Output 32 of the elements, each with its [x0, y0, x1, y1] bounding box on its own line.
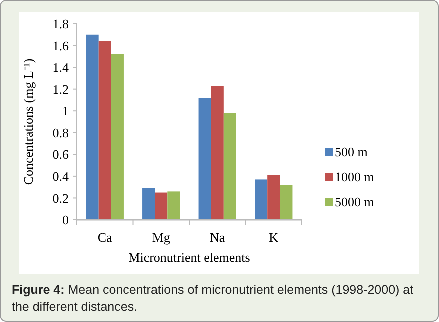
bar: [142, 188, 156, 220]
legend-label: 5000 m: [335, 194, 374, 210]
caption: Figure 4: Mean concentrations of micronutrient elements (1998-2000) at the different distances.: [12, 282, 415, 316]
y-tick-label: 1.8: [52, 16, 69, 32]
bar: [211, 86, 224, 220]
legend-label: 1000 m: [335, 170, 374, 185]
x-axis-title: Micronutrient elements: [128, 250, 250, 265]
bar: [268, 175, 280, 220]
y-tick-label: 0.6: [52, 147, 70, 162]
x-tick-label: Ca: [98, 230, 113, 245]
y-tick-label: 1.2: [52, 82, 69, 97]
x-tick-label: Mg: [152, 230, 171, 245]
x-tick-label: Na: [210, 230, 226, 245]
bar: [98, 41, 112, 220]
bar: [111, 54, 124, 220]
bar: [280, 185, 293, 220]
y-tick-label: 0.4: [52, 168, 70, 184]
y-tick-label: 0: [62, 212, 69, 228]
y-tick-label: 1.4: [52, 60, 70, 76]
y-tick-label: 1.6: [52, 38, 70, 54]
bar: [255, 180, 268, 220]
bar: [155, 192, 168, 220]
y-axis-title: Concentrations (mg L⁻¹): [21, 58, 36, 186]
bar: [168, 192, 180, 220]
bar: [86, 34, 99, 220]
bar: [224, 113, 236, 220]
x-tick-label: K: [269, 230, 280, 245]
y-tick-label: 0.8: [52, 125, 69, 140]
y-tick-label: 1: [62, 104, 69, 119]
bar: [198, 98, 212, 220]
legend-label: 500 m: [335, 144, 368, 160]
y-tick-label: 0.2: [52, 190, 69, 206]
